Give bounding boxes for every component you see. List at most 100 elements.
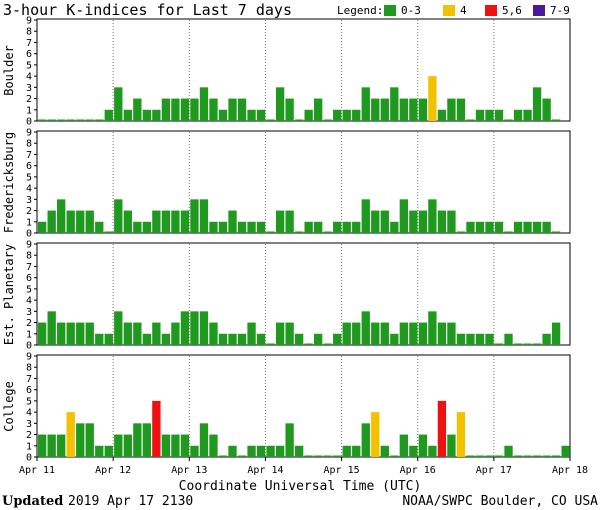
y-tick-label: 5 bbox=[26, 284, 32, 295]
k-index-bar bbox=[76, 423, 85, 457]
k-index-bar bbox=[57, 434, 66, 457]
y-tick-label: 7 bbox=[26, 374, 32, 385]
k-index-bar bbox=[133, 221, 142, 233]
k-index-bar bbox=[180, 434, 190, 457]
k-index-bar bbox=[256, 109, 266, 121]
k-index-bar bbox=[57, 199, 66, 233]
k-index-bar bbox=[114, 199, 123, 233]
k-index-bar bbox=[275, 87, 285, 121]
k-index-bar bbox=[542, 333, 551, 345]
y-tick-label: 8 bbox=[26, 251, 32, 262]
k-index-bar bbox=[275, 322, 285, 345]
k-index-bar bbox=[323, 231, 332, 233]
k-index-bar bbox=[47, 210, 56, 233]
k-index-bar bbox=[494, 343, 504, 345]
k-index-bar bbox=[123, 322, 132, 345]
k-index-bar bbox=[76, 210, 85, 233]
k-index-bar bbox=[256, 333, 266, 345]
k-index-bar bbox=[409, 445, 418, 457]
k-index-bar bbox=[437, 109, 447, 121]
k-index-bar bbox=[266, 445, 275, 457]
k-index-bar bbox=[437, 400, 447, 457]
k-index-bar bbox=[532, 343, 542, 345]
legend-swatch-0 bbox=[384, 5, 396, 16]
k-index-bar bbox=[342, 445, 351, 457]
panel-series-label: College bbox=[2, 381, 16, 432]
y-tick-label: 6 bbox=[26, 49, 32, 60]
legend: Legend: 0-3 4 5,6 7-9 bbox=[337, 4, 570, 17]
k-index-bar bbox=[294, 333, 304, 345]
k-index-bar bbox=[161, 434, 171, 457]
y-tick-label: 6 bbox=[26, 161, 32, 172]
k-index-bar bbox=[447, 210, 456, 233]
k-index-bar bbox=[428, 199, 437, 233]
k-index-bar bbox=[285, 210, 294, 233]
k-index-bar bbox=[342, 221, 351, 233]
k-index-bar bbox=[494, 109, 504, 121]
k-index-bar bbox=[532, 455, 542, 457]
k-index-bar bbox=[171, 98, 180, 121]
k-index-bar bbox=[523, 221, 532, 233]
k-index-bar bbox=[542, 221, 551, 233]
k-index-bar bbox=[513, 455, 523, 457]
k-index-bar bbox=[551, 231, 561, 233]
k-index-bar bbox=[180, 311, 190, 345]
k-index-bar bbox=[104, 231, 113, 233]
k-index-bar bbox=[142, 221, 152, 233]
k-index-bar bbox=[57, 119, 66, 121]
k-index-bar bbox=[285, 322, 294, 345]
y-tick-label: 6 bbox=[26, 385, 32, 396]
y-tick-label: 9 bbox=[26, 128, 32, 139]
k-index-bar bbox=[466, 455, 475, 457]
k-index-bar bbox=[76, 322, 85, 345]
k-index-bar bbox=[171, 322, 180, 345]
x-tick-label: Apr 13 bbox=[171, 465, 207, 476]
k-index-bar bbox=[104, 109, 113, 121]
k-index-bar bbox=[333, 109, 342, 121]
k-index-bar bbox=[447, 434, 456, 457]
k-index-bar bbox=[218, 333, 228, 345]
y-tick-label: 0 bbox=[26, 117, 32, 128]
k-index-bar bbox=[437, 210, 447, 233]
k-index-bar bbox=[513, 109, 523, 121]
k-index-bar bbox=[466, 119, 475, 121]
k-index-bar bbox=[152, 109, 161, 121]
k-index-bar bbox=[199, 423, 209, 457]
k-index-bar bbox=[142, 423, 152, 457]
k-index-bar bbox=[199, 311, 209, 345]
k-index-bar bbox=[323, 119, 332, 121]
k-index-bar bbox=[247, 445, 256, 457]
y-tick-label: 7 bbox=[26, 38, 32, 49]
k-index-bar bbox=[523, 343, 532, 345]
k-index-bar bbox=[47, 434, 56, 457]
k-index-bar bbox=[209, 434, 218, 457]
k-index-bar bbox=[561, 445, 570, 457]
k-index-bar bbox=[256, 221, 266, 233]
k-index-bar bbox=[266, 343, 275, 345]
k-index-bar bbox=[218, 221, 228, 233]
k-index-bar bbox=[152, 400, 161, 457]
k-index-bar bbox=[532, 87, 542, 121]
k-index-bar bbox=[85, 210, 94, 233]
k-index-bar bbox=[532, 221, 542, 233]
k-index-bar bbox=[475, 221, 485, 233]
y-tick-label: 1 bbox=[26, 441, 32, 452]
k-index-bar bbox=[85, 423, 94, 457]
k-index-bar bbox=[428, 445, 437, 457]
k-index-bar bbox=[38, 322, 47, 345]
k-index-bar bbox=[285, 423, 294, 457]
k-index-bar bbox=[38, 119, 47, 121]
k-index-bar bbox=[304, 455, 313, 457]
k-index-bar bbox=[456, 231, 466, 233]
k-index-bar bbox=[380, 322, 389, 345]
k-index-bar bbox=[333, 221, 342, 233]
k-index-bar bbox=[47, 119, 56, 121]
panel-series-label: Est. Planetary bbox=[2, 244, 16, 345]
k-index-bar bbox=[485, 221, 494, 233]
k-index-bar bbox=[190, 445, 199, 457]
legend-swatch-2 bbox=[485, 5, 497, 16]
k-index-bar bbox=[485, 109, 494, 121]
panel-frame bbox=[36, 18, 571, 122]
